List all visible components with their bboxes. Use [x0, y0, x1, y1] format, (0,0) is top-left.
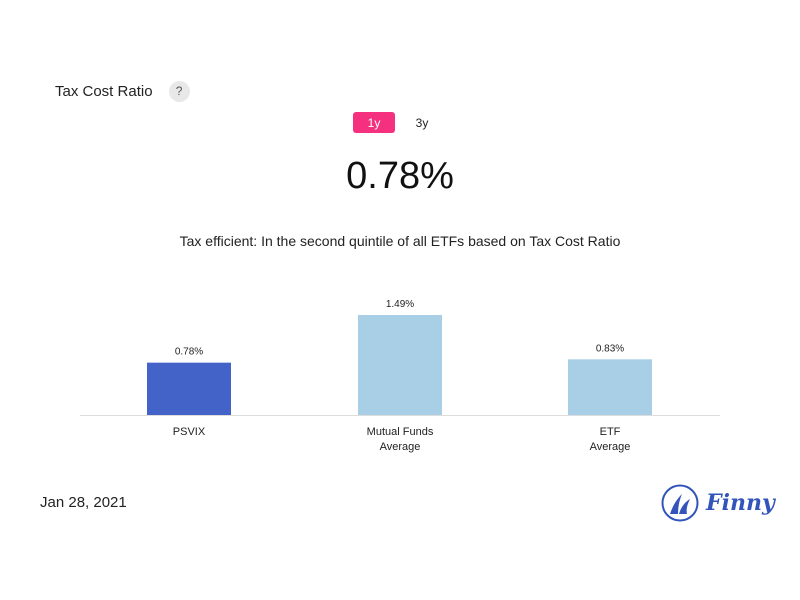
finny-logo-text: Finny [706, 490, 775, 516]
tab-3y[interactable]: 3y [415, 115, 429, 130]
title-row: Tax Cost Ratio ? [55, 80, 190, 102]
page-title: Tax Cost Ratio [55, 82, 153, 100]
period-tabs: 1y 3y [353, 112, 449, 133]
bar-2 [568, 359, 652, 415]
bar-0 [147, 362, 231, 415]
category-label-1-0: Mutual Funds [367, 426, 434, 438]
category-label-2-1: Average [590, 441, 631, 453]
finny-logo-icon [661, 484, 699, 522]
tab-1y[interactable]: 1y [353, 112, 395, 133]
category-label-2-0: ETF [600, 426, 621, 438]
tax-efficiency-description: Tax efficient: In the second quintile of… [179, 233, 621, 249]
tax-cost-ratio-value: 0.78% [346, 155, 454, 197]
bar-1 [358, 315, 442, 415]
data-label-2: 0.83% [596, 343, 624, 354]
category-label-1-1: Average [380, 441, 421, 453]
category-label-0-0: PSVIX [173, 426, 206, 438]
help-icon[interactable]: ? [168, 80, 190, 102]
date-label: Jan 28, 2021 [40, 494, 127, 511]
finny-logo: Finny [660, 483, 775, 523]
tax-cost-ratio-chart: 0.78% PSVIX 1.49% Mutual Funds Average 0.83% E… [80, 299, 720, 453]
data-label-1: 1.49% [386, 299, 414, 310]
data-label-0: 0.78% [175, 347, 203, 358]
